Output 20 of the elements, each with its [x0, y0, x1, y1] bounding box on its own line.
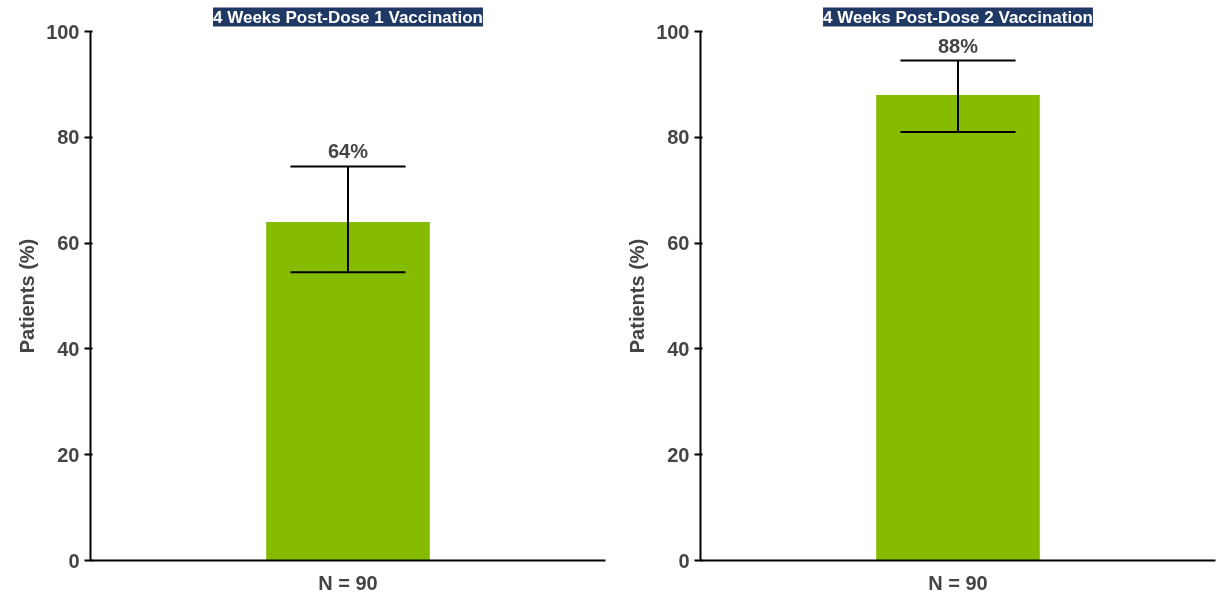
y-tick-label: 80	[57, 126, 80, 149]
y-tick-label: 20	[667, 443, 690, 466]
y-axis-title: Patients (%)	[626, 238, 649, 354]
y-tick-label: 0	[68, 549, 80, 572]
y-tick-label: 40	[667, 337, 690, 360]
x-tick-label: N = 90	[928, 571, 988, 594]
y-tick-label: 60	[57, 232, 80, 255]
chart-title: 4 Weeks Post-Dose 1 Vaccination	[213, 7, 483, 27]
y-tick-label: 100	[46, 20, 80, 43]
y-tick-label: 100	[656, 20, 690, 43]
data-label: 88%	[937, 34, 979, 57]
y-tick-label: 0	[678, 549, 690, 572]
data-label: 64%	[327, 140, 369, 163]
y-tick-label: 80	[667, 126, 690, 149]
chart-title: 4 Weeks Post-Dose 2 Vaccination	[823, 7, 1093, 27]
y-tick-label: 60	[667, 232, 690, 255]
y-tick-label: 20	[57, 443, 80, 466]
y-axis-title: Patients (%)	[16, 238, 39, 354]
y-tick-label: 40	[57, 337, 80, 360]
x-tick-label: N = 90	[318, 571, 378, 594]
